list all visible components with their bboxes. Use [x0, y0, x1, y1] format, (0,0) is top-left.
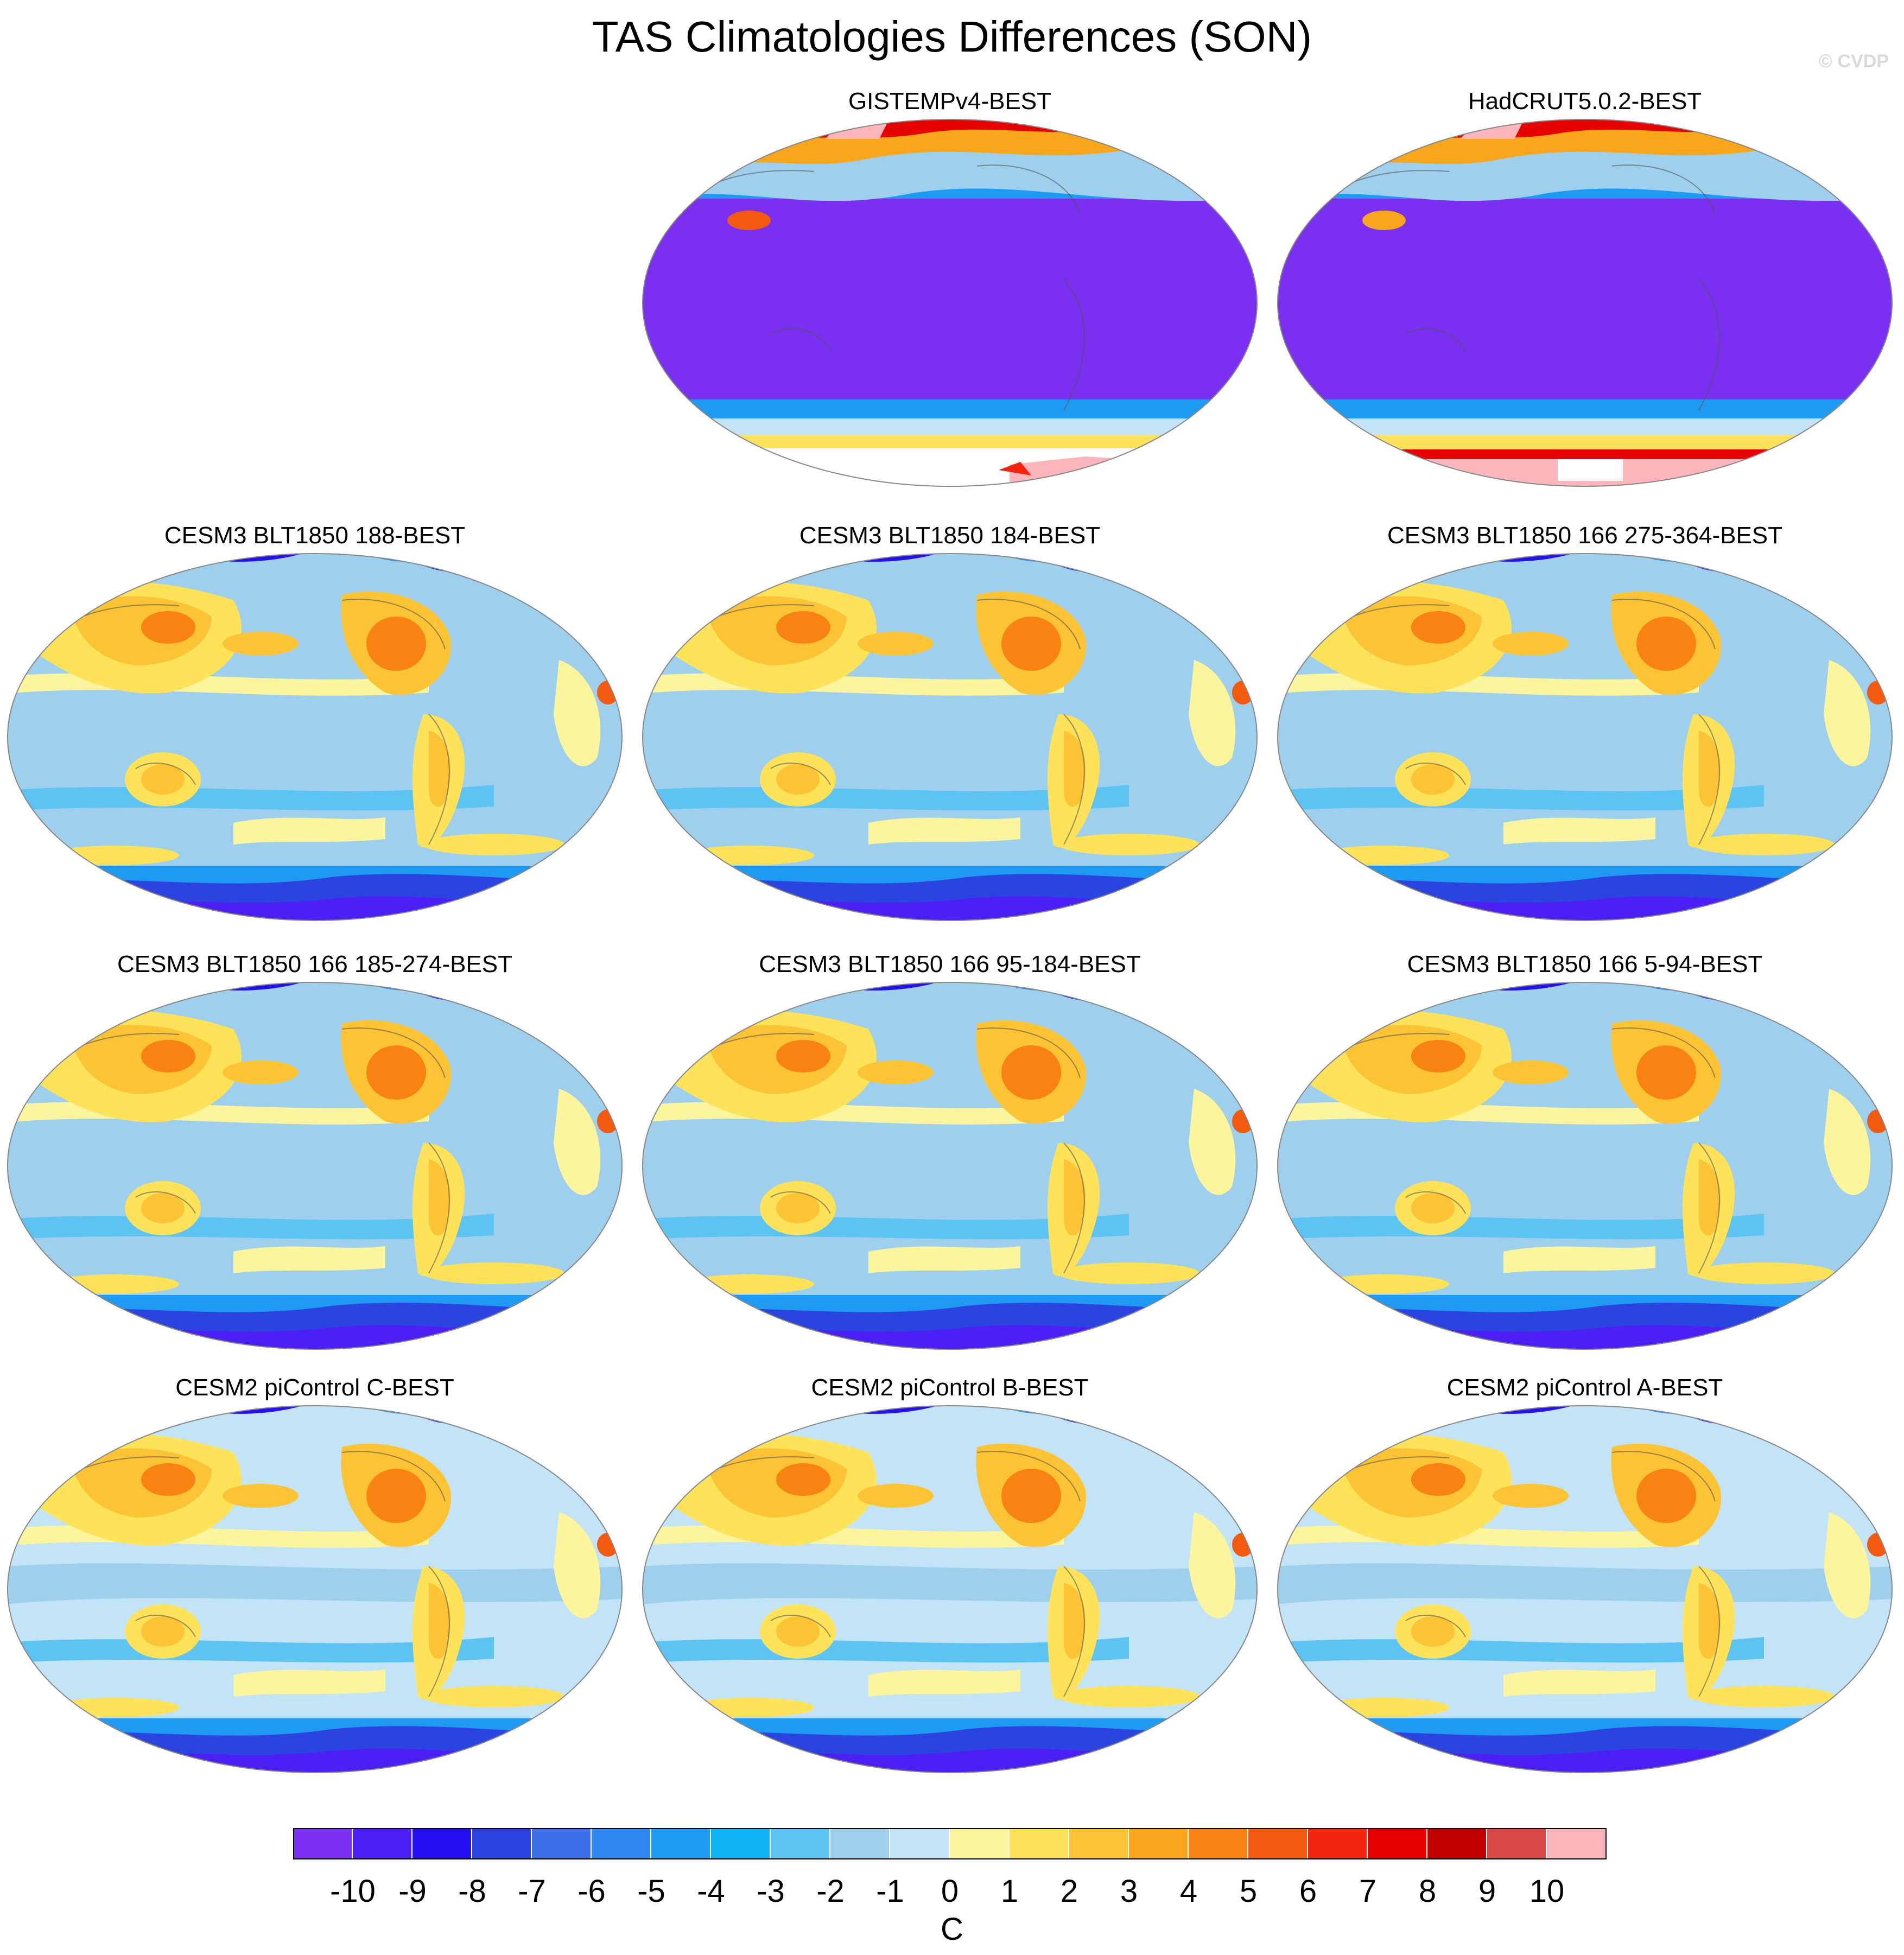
colorbar-box	[1129, 1828, 1189, 1859]
map-picB	[642, 1405, 1258, 1773]
panel-title: CESM3 BLT1850 166 5-94-BEST	[1407, 951, 1763, 977]
panel-title: CESM3 BLT1850 188-BEST	[164, 522, 466, 549]
colorbar-box	[353, 1828, 412, 1859]
colorbar-tick-label: -4	[697, 1874, 725, 1909]
colorbar-tick-label: -10	[330, 1874, 376, 1909]
colorbar-tick-label: 5	[1239, 1874, 1258, 1909]
map-panel-blt166a: CESM3 BLT1850 166 95-184-BEST	[640, 950, 1259, 1351]
colorbar	[293, 1828, 1607, 1861]
colorbar-box	[532, 1828, 592, 1859]
map-panel-hadcrut: HadCRUT5.0.2-BEST	[1275, 87, 1894, 488]
panel-title: GISTEMPv4-BEST	[848, 88, 1052, 115]
panel-title: CESM2 piControl A-BEST	[1446, 1374, 1723, 1401]
colorbar-tick-label: 3	[1120, 1874, 1138, 1909]
map-hadcrut	[1277, 119, 1893, 487]
map-blt166z	[1277, 982, 1893, 1350]
map-panel-blt166b: CESM3 BLT1850 166 185-274-BEST	[5, 950, 624, 1351]
map-panel-blt184: CESM3 BLT1850 184-BEST	[640, 521, 1259, 923]
map-picC	[7, 1405, 623, 1773]
colorbar-tick-label: -5	[637, 1874, 665, 1909]
colorbar-tick-label: 6	[1299, 1874, 1317, 1909]
colorbar-box	[771, 1828, 830, 1859]
colorbar-box	[1010, 1828, 1069, 1859]
colorbar-box	[1308, 1828, 1368, 1859]
colorbar-box	[1427, 1828, 1487, 1859]
colorbar-tick-label: -7	[518, 1874, 546, 1909]
figure-title: TAS Climatologies Differences (SON)	[592, 12, 1312, 61]
map-blt184	[642, 553, 1258, 921]
colorbar-tick-label: -1	[876, 1874, 904, 1909]
colorbar-tick-label: 8	[1418, 1874, 1437, 1909]
panel-title: CESM3 BLT1850 166 185-274-BEST	[117, 951, 513, 977]
panel-title: CESM2 piControl B-BEST	[811, 1374, 1089, 1401]
map-panel-blt188: CESM3 BLT1850 188-BEST	[5, 521, 624, 923]
colorbar-tick-label: 7	[1359, 1874, 1377, 1909]
colorbar-box	[711, 1828, 771, 1859]
colorbar-box	[890, 1828, 950, 1859]
panel-title: CESM3 BLT1850 184-BEST	[799, 522, 1101, 549]
colorbar-frame	[293, 1828, 1607, 1859]
panel-title: HadCRUT5.0.2-BEST	[1468, 88, 1702, 115]
map-panel-picC: CESM2 piControl C-BEST	[5, 1373, 624, 1775]
colorbar-box	[1487, 1828, 1547, 1859]
map-blt166a	[642, 982, 1258, 1350]
map-gistemp	[642, 119, 1258, 487]
colorbar-tick-label: 0	[941, 1874, 959, 1909]
panel-title: CESM3 BLT1850 166 95-184-BEST	[759, 951, 1141, 977]
colorbar-box	[1189, 1828, 1248, 1859]
credit-text: © CVDP	[1819, 51, 1889, 72]
colorbar-tick-label: 1	[1000, 1874, 1019, 1909]
colorbar-box	[950, 1828, 1010, 1859]
map-panel-gistemp: GISTEMPv4-BEST	[640, 87, 1259, 488]
colorbar-box	[1368, 1828, 1427, 1859]
colorbar-box	[592, 1828, 651, 1859]
colorbar-tick-label: 2	[1060, 1874, 1078, 1909]
colorbar-tick-label: 10	[1529, 1874, 1565, 1909]
colorbar-tick-label: 4	[1179, 1874, 1198, 1909]
panel-title: CESM3 BLT1850 166 275-364-BEST	[1387, 522, 1783, 549]
map-blt166b	[7, 982, 623, 1350]
colorbar-box	[1248, 1828, 1308, 1859]
colorbar-tick-label: -6	[577, 1874, 606, 1909]
colorbar-unit: C	[941, 1912, 963, 1947]
map-panel-blt166z: CESM3 BLT1850 166 5-94-BEST	[1275, 950, 1894, 1351]
map-panel-blt166c: CESM3 BLT1850 166 275-364-BEST	[1275, 521, 1894, 923]
map-panel-picB: CESM2 piControl B-BEST	[640, 1373, 1259, 1775]
map-picA	[1277, 1405, 1893, 1773]
colorbar-box	[1547, 1828, 1607, 1859]
colorbar-box	[1069, 1828, 1129, 1859]
colorbar-tick-label: -3	[757, 1874, 785, 1909]
colorbar-tick-label: -2	[816, 1874, 845, 1909]
colorbar-box	[472, 1828, 532, 1859]
panel-title: CESM2 piControl C-BEST	[175, 1374, 454, 1401]
colorbar-box	[830, 1828, 890, 1859]
colorbar-box	[412, 1828, 472, 1859]
map-panel-picA: CESM2 piControl A-BEST	[1275, 1373, 1894, 1775]
map-blt188	[7, 553, 623, 921]
colorbar-box	[651, 1828, 711, 1859]
colorbar-tick-labels: -10 -9 -8 -7 -6 -5 -4 -3 -2 -1 0 1 2 3 4 5 6 7 8 9 10	[0, 1873, 1904, 1910]
colorbar-tick-label: -9	[398, 1874, 427, 1909]
colorbar-tick-label: -8	[458, 1874, 486, 1909]
colorbar-tick-label: 9	[1478, 1874, 1496, 1909]
colorbar-box	[293, 1828, 353, 1859]
map-blt166c	[1277, 553, 1893, 921]
